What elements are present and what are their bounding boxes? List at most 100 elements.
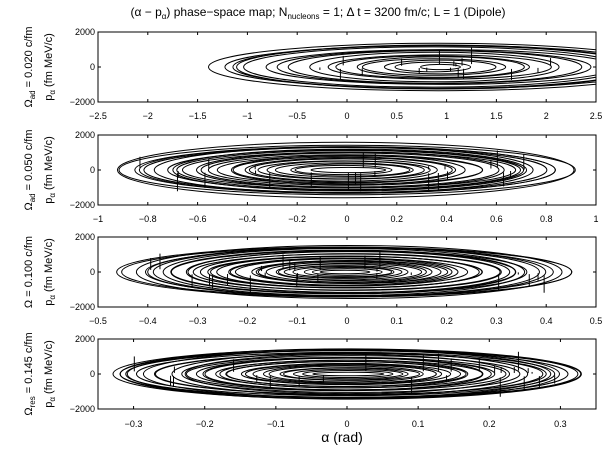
x-tick-label: 0 <box>344 214 349 224</box>
x-tick-label: −0.3 <box>125 419 143 429</box>
y-axis-label: pα (fm MeV/c) <box>43 136 57 204</box>
phase-orbit <box>181 151 517 189</box>
x-tick-label: −0.2 <box>288 214 306 224</box>
omega-label: Ωad = 0.050 c/fm <box>23 129 37 210</box>
x-tick-label: −0.1 <box>288 316 306 326</box>
phase-orbit <box>257 160 431 180</box>
phase-orbit <box>268 365 424 383</box>
phase-orbit <box>167 149 525 191</box>
x-tick-label: 1.5 <box>490 111 503 121</box>
y-tick-label: −2000 <box>70 302 95 312</box>
panel-3: −0.5 −0.4 −0.3 −0.2 −0.1 0 0.1 0.2 0.3 0.4 0.5 2000… <box>23 232 602 326</box>
x-tick-label: −0.1 <box>267 419 285 429</box>
x-tick-label: 0 <box>344 316 349 326</box>
phase-orbit <box>172 148 528 192</box>
y-tick-label: −2000 <box>70 404 95 414</box>
phase-orbit <box>394 61 472 73</box>
x-tick-label: −0.6 <box>189 214 207 224</box>
phase-orbit <box>200 152 500 188</box>
axes-box <box>97 31 597 103</box>
phase-orbit <box>312 371 385 377</box>
x-tick-label: 2.5 <box>590 111 603 121</box>
phase-orbit <box>234 258 453 286</box>
phase-orbit <box>292 368 404 380</box>
phase-orbit <box>170 249 517 295</box>
x-tick-label: 0.1 <box>391 316 404 326</box>
phase-orbit <box>274 162 414 178</box>
phase-orbit <box>294 164 393 176</box>
phase-orbit <box>207 154 483 186</box>
phase-orbit <box>215 359 483 389</box>
x-axis-label: α (rad) <box>321 429 363 445</box>
phase-orbit <box>117 141 575 199</box>
phase-orbit <box>229 257 469 287</box>
x-tick-label: −1.5 <box>189 111 207 121</box>
omega-label: Ωad = 0.020 c/fm <box>23 26 37 107</box>
phase-orbit <box>207 255 483 289</box>
phase-orbit <box>225 360 467 388</box>
phase-orbit <box>244 363 443 385</box>
omega-label: Ω = 0.100 c/fm <box>23 236 35 308</box>
x-tick-label: 0.4 <box>440 214 453 224</box>
phase-orbit <box>208 42 596 92</box>
orbit-group <box>116 244 573 300</box>
phase-orbit <box>121 247 573 297</box>
x-tick-label: 0.8 <box>540 214 553 224</box>
x-tick-label: −0.4 <box>139 316 157 326</box>
y-tick-label: −2000 <box>70 97 95 107</box>
phase-orbit <box>135 351 556 397</box>
x-tick-label: 0.5 <box>391 111 404 121</box>
x-tick-label: −2.5 <box>89 111 107 121</box>
phase-orbit <box>420 63 461 71</box>
x-tick-label: 0.5 <box>590 316 603 326</box>
phase-orbit <box>290 163 411 177</box>
phase-orbit <box>335 55 530 79</box>
phase-orbit <box>311 268 383 276</box>
orbit-group <box>117 141 576 199</box>
x-tick-label: −0.8 <box>139 214 157 224</box>
x-tick-label: 0.2 <box>483 419 496 429</box>
phase-orbit <box>277 263 409 281</box>
panels: −2.5 −2 −1.5 −1 −0.5 0 0.5 1 1.5 2 2.5 2000 0 −2000 pα… <box>23 26 603 429</box>
y-axis-label: pα (fm MeV/c) <box>43 238 57 306</box>
x-tick-label: 0.2 <box>440 316 453 326</box>
y-tick-label: 0 <box>90 369 95 379</box>
phase-orbit <box>292 265 395 279</box>
panel-4: −0.3 −0.2 −0.1 0 0.1 0.2 0.3 2000 0 −2000 pα (fm M… <box>23 332 597 429</box>
phase-orbit <box>243 46 596 88</box>
phase-orbit <box>356 56 525 78</box>
x-tick-label: 1 <box>593 214 598 224</box>
phase-orbit <box>319 269 371 275</box>
phase-orbit <box>145 247 554 297</box>
phase-orbit <box>310 166 387 174</box>
phase-orbit <box>116 246 573 298</box>
phase-orbit <box>361 58 507 76</box>
panel-2: −1 −0.8 −0.6 −0.4 −0.2 0 0.2 0.4 0.6 0.8 1 2000 0 −20… <box>23 129 599 224</box>
phase-orbit <box>187 250 511 294</box>
x-tick-label: −1 <box>242 111 252 121</box>
x-tick-label: −0.3 <box>189 316 207 326</box>
y-tick-label: 0 <box>90 267 95 277</box>
x-tick-label: 2 <box>544 111 549 121</box>
x-tick-label: 1 <box>444 111 449 121</box>
x-tick-label: −1 <box>93 214 103 224</box>
phase-orbit <box>251 260 449 284</box>
phase-orbit <box>143 147 548 193</box>
x-tick-label: −0.4 <box>239 214 257 224</box>
chart-title: (α − pα) phase−space map; Nnucleons = 1;… <box>130 5 505 21</box>
phase-orbit <box>240 362 452 386</box>
x-tick-label: 0 <box>344 111 349 121</box>
y-tick-label: 2000 <box>75 334 95 344</box>
y-tick-label: 2000 <box>75 232 95 242</box>
y-tick-label: 2000 <box>75 27 95 37</box>
phase-orbit <box>232 156 457 184</box>
phase-orbit <box>265 49 596 85</box>
x-tick-label: −0.2 <box>239 316 257 326</box>
orbit-group <box>112 348 582 400</box>
omega-label: Ωres = 0.145 c/fm <box>23 332 37 415</box>
y-tick-label: 2000 <box>75 130 95 140</box>
phase-orbit <box>153 146 534 194</box>
phase-orbit <box>154 353 547 395</box>
phase-orbit <box>279 367 421 381</box>
